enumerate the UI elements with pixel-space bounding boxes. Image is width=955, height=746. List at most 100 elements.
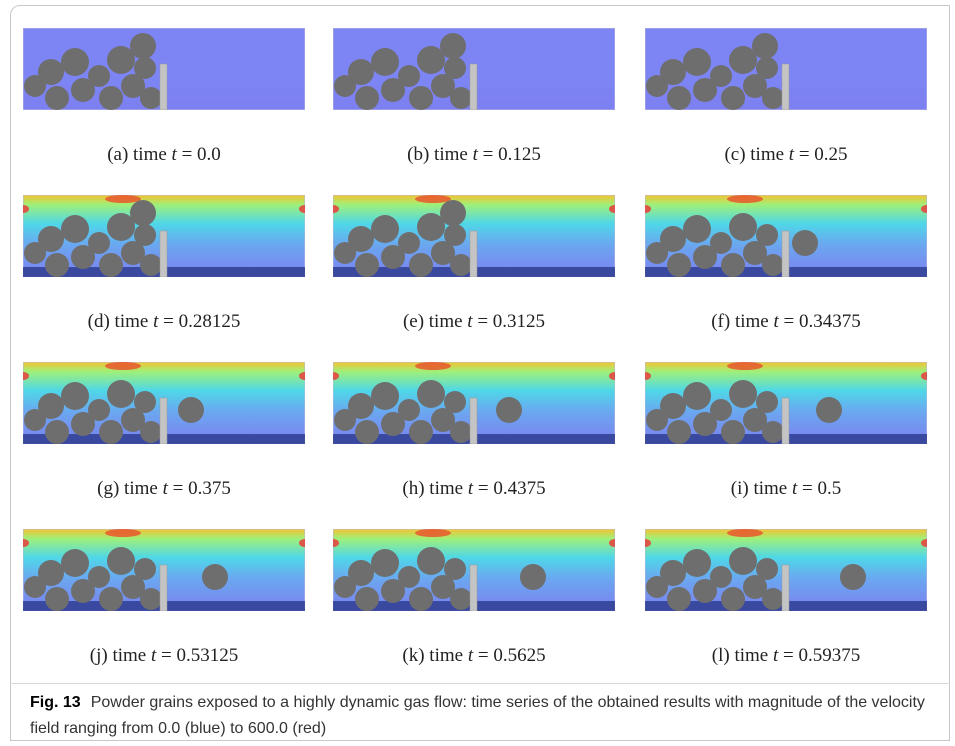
- grain: [121, 241, 145, 265]
- grain: [38, 560, 64, 586]
- outlet-jet: [609, 205, 615, 213]
- grain: [729, 547, 757, 575]
- grain: [683, 48, 711, 76]
- caption-variable: t: [791, 478, 798, 499]
- grain: [693, 579, 717, 603]
- caption-prefix: (i) time: [730, 478, 788, 499]
- grain: [398, 65, 420, 87]
- hot-spot: [105, 195, 141, 203]
- grain: [756, 558, 778, 580]
- grain: [121, 575, 145, 599]
- wall: [469, 230, 478, 277]
- grain: [409, 253, 433, 277]
- grain: [398, 232, 420, 254]
- grain: [743, 74, 767, 98]
- grain: [450, 588, 472, 610]
- grain: [721, 420, 745, 444]
- grain: [409, 86, 433, 110]
- caption-value: = 0.3125: [477, 311, 546, 332]
- panel: (g) time t = 0.375: [14, 362, 314, 500]
- wall: [469, 564, 478, 611]
- grain: [130, 33, 156, 59]
- grain: [431, 408, 455, 432]
- inlet-jet: [23, 539, 29, 547]
- grain: [107, 213, 135, 241]
- grain: [61, 549, 89, 577]
- caption-value: = 0.5625: [477, 645, 546, 666]
- grain: [398, 566, 420, 588]
- grain: [496, 397, 522, 423]
- caption-value: = 0.34375: [783, 311, 861, 332]
- grain: [667, 587, 691, 611]
- panel-caption: (g) time t = 0.375: [14, 478, 314, 500]
- grain: [409, 420, 433, 444]
- panel: (k) time t = 0.5625: [324, 529, 624, 667]
- grain: [440, 200, 466, 226]
- grain: [61, 382, 89, 410]
- wall: [159, 397, 168, 444]
- grain: [381, 579, 405, 603]
- grain: [683, 382, 711, 410]
- caption-prefix: (e) time: [402, 311, 463, 332]
- panel: (l) time t = 0.59375: [636, 529, 936, 667]
- grain: [417, 213, 445, 241]
- simulation-image: [23, 362, 305, 444]
- caption-variable: t: [773, 311, 779, 332]
- grain: [348, 226, 374, 252]
- caption-variable: t: [153, 311, 159, 332]
- inlet-jet: [645, 205, 651, 213]
- panel-caption: (e) time t = 0.3125: [324, 311, 624, 333]
- wall: [781, 63, 790, 110]
- panel-caption: (j) time t = 0.53125: [14, 645, 314, 667]
- grain: [710, 232, 732, 254]
- grain: [121, 74, 145, 98]
- panel-caption: (d) time t = 0.28125: [14, 311, 314, 333]
- panel-caption: (k) time t = 0.5625: [324, 645, 624, 667]
- panel: (a) time t = 0.0: [14, 28, 314, 166]
- grain: [178, 397, 204, 423]
- grain: [660, 59, 686, 85]
- grain: [61, 215, 89, 243]
- inlet-jet: [333, 205, 339, 213]
- caption-variable: t: [162, 478, 168, 499]
- grain: [417, 46, 445, 74]
- grain: [792, 230, 818, 256]
- grain: [710, 399, 732, 421]
- grain: [450, 421, 472, 443]
- panel: (e) time t = 0.3125: [324, 195, 624, 333]
- outlet-jet: [609, 539, 615, 547]
- grain: [729, 380, 757, 408]
- grain: [417, 547, 445, 575]
- caption-prefix: (l) time: [711, 645, 769, 666]
- grain: [334, 576, 356, 598]
- panel: (f) time t = 0.34375: [636, 195, 936, 333]
- grain: [24, 409, 46, 431]
- grain: [381, 78, 405, 102]
- grain: [88, 65, 110, 87]
- grain: [816, 397, 842, 423]
- grain: [660, 560, 686, 586]
- panel: (d) time t = 0.28125: [14, 195, 314, 333]
- simulation-image: [23, 28, 305, 110]
- grain: [348, 393, 374, 419]
- grain: [355, 420, 379, 444]
- simulation-image: [645, 195, 927, 277]
- grain: [107, 380, 135, 408]
- grain: [334, 242, 356, 264]
- grain: [334, 75, 356, 97]
- grain: [721, 587, 745, 611]
- grain: [752, 33, 778, 59]
- grain: [440, 33, 466, 59]
- grain: [520, 564, 546, 590]
- grain: [667, 420, 691, 444]
- caption-prefix: (g) time: [97, 478, 158, 499]
- grain: [45, 86, 69, 110]
- panel-caption: (i) time t = 0.5: [636, 478, 936, 500]
- grain: [371, 48, 399, 76]
- caption-value: = 0.375: [172, 478, 231, 499]
- panel: (h) time t = 0.4375: [324, 362, 624, 500]
- grain: [721, 253, 745, 277]
- wall: [469, 397, 478, 444]
- grain: [88, 399, 110, 421]
